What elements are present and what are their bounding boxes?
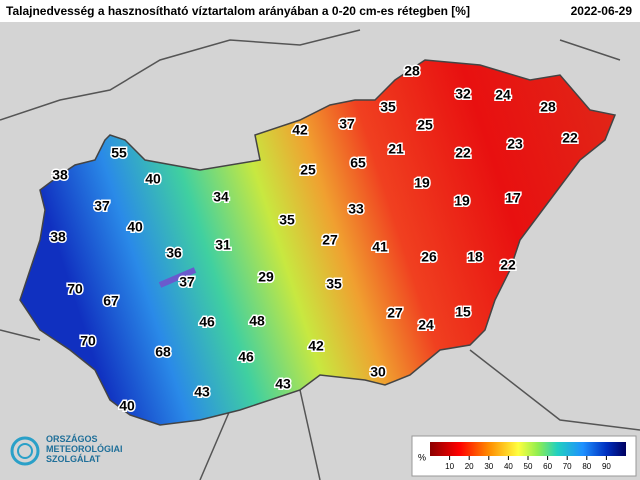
station-value: 65 — [350, 155, 366, 171]
station-value: 27 — [387, 305, 403, 321]
station-value: 21 — [388, 141, 404, 157]
station-value: 42 — [308, 338, 324, 354]
station-value: 38 — [52, 167, 68, 183]
colorbar — [430, 442, 626, 456]
station-value: 40 — [145, 171, 161, 187]
station-value: 35 — [279, 212, 295, 228]
station-value: 31 — [215, 237, 231, 253]
station-value: 24 — [418, 317, 434, 333]
station-value: 55 — [111, 145, 127, 161]
station-value: 25 — [300, 162, 316, 178]
title: Talajnedvesség a hasznosítható víztartal… — [6, 4, 470, 18]
station-value: 27 — [322, 232, 338, 248]
station-value: 22 — [500, 257, 516, 273]
station-value: 23 — [507, 136, 523, 152]
station-value: 36 — [166, 245, 182, 261]
station-value: 19 — [414, 175, 430, 191]
logo-text: METEOROLÓGIAI — [46, 443, 123, 454]
station-labels: 28 32 24 35 28 42 37 25 21 22 23 22 55 65 25 38 40 19 34 19… — [49, 61, 580, 415]
legend-tick-label: 60 — [543, 462, 552, 471]
station-value: 28 — [540, 99, 556, 115]
hungary-map — [19, 59, 617, 426]
station-value: 46 — [238, 349, 254, 365]
station-value: 37 — [94, 198, 110, 214]
station-value: 25 — [417, 117, 433, 133]
legend-tick-label: 70 — [563, 462, 572, 471]
station-value: 24 — [495, 87, 511, 103]
legend-tick-label: 90 — [602, 462, 611, 471]
station-value: 17 — [505, 190, 521, 206]
header-bar — [0, 0, 640, 22]
station-value: 18 — [467, 249, 483, 265]
station-value: 46 — [199, 314, 215, 330]
station-value: 41 — [372, 239, 388, 255]
station-value: 43 — [194, 384, 210, 400]
station-value: 40 — [119, 398, 135, 414]
station-value: 70 — [80, 333, 96, 349]
legend-tick-label: 30 — [484, 462, 493, 471]
lake-balaton — [158, 267, 197, 288]
station-value: 42 — [292, 122, 308, 138]
logo-text: ORSZÁGOS — [46, 434, 98, 444]
station-value: 15 — [455, 304, 471, 320]
station-value: 22 — [562, 130, 578, 146]
station-value: 30 — [370, 364, 386, 380]
station-value: 26 — [421, 249, 437, 265]
legend-tick-label: 80 — [582, 462, 591, 471]
station-value: 19 — [454, 193, 470, 209]
station-value: 32 — [455, 86, 471, 102]
station-value: 37 — [179, 274, 195, 290]
date: 2022-06-29 — [571, 4, 633, 18]
station-value: 38 — [50, 229, 66, 245]
station-value: 70 — [67, 281, 83, 297]
station-value: 22 — [455, 145, 471, 161]
logo: ORSZÁGOS METEOROLÓGIAI SZOLGÁLAT — [10, 434, 123, 466]
station-value: 67 — [103, 293, 119, 309]
station-value: 43 — [275, 376, 291, 392]
station-value: 29 — [258, 269, 274, 285]
legend-tick-label: 20 — [465, 462, 474, 471]
country-borders — [0, 29, 640, 480]
station-value: 33 — [348, 201, 364, 217]
legend-unit: % — [418, 452, 426, 462]
station-value: 68 — [155, 344, 171, 360]
station-value: 48 — [249, 313, 265, 329]
legend-tick-label: 50 — [524, 462, 533, 471]
legend-tick-label: 40 — [504, 462, 513, 471]
station-value: 35 — [326, 276, 342, 292]
legend-ticks: 10 20 30 40 50 60 70 80 90 — [445, 456, 611, 471]
station-value: 28 — [404, 63, 420, 79]
logo-text: SZOLGÁLAT — [46, 454, 101, 464]
legend-tick-label: 10 — [445, 462, 454, 471]
station-value: 40 — [127, 219, 143, 235]
station-value: 34 — [213, 189, 229, 205]
station-value: 37 — [339, 116, 355, 132]
station-value: 35 — [380, 99, 396, 115]
